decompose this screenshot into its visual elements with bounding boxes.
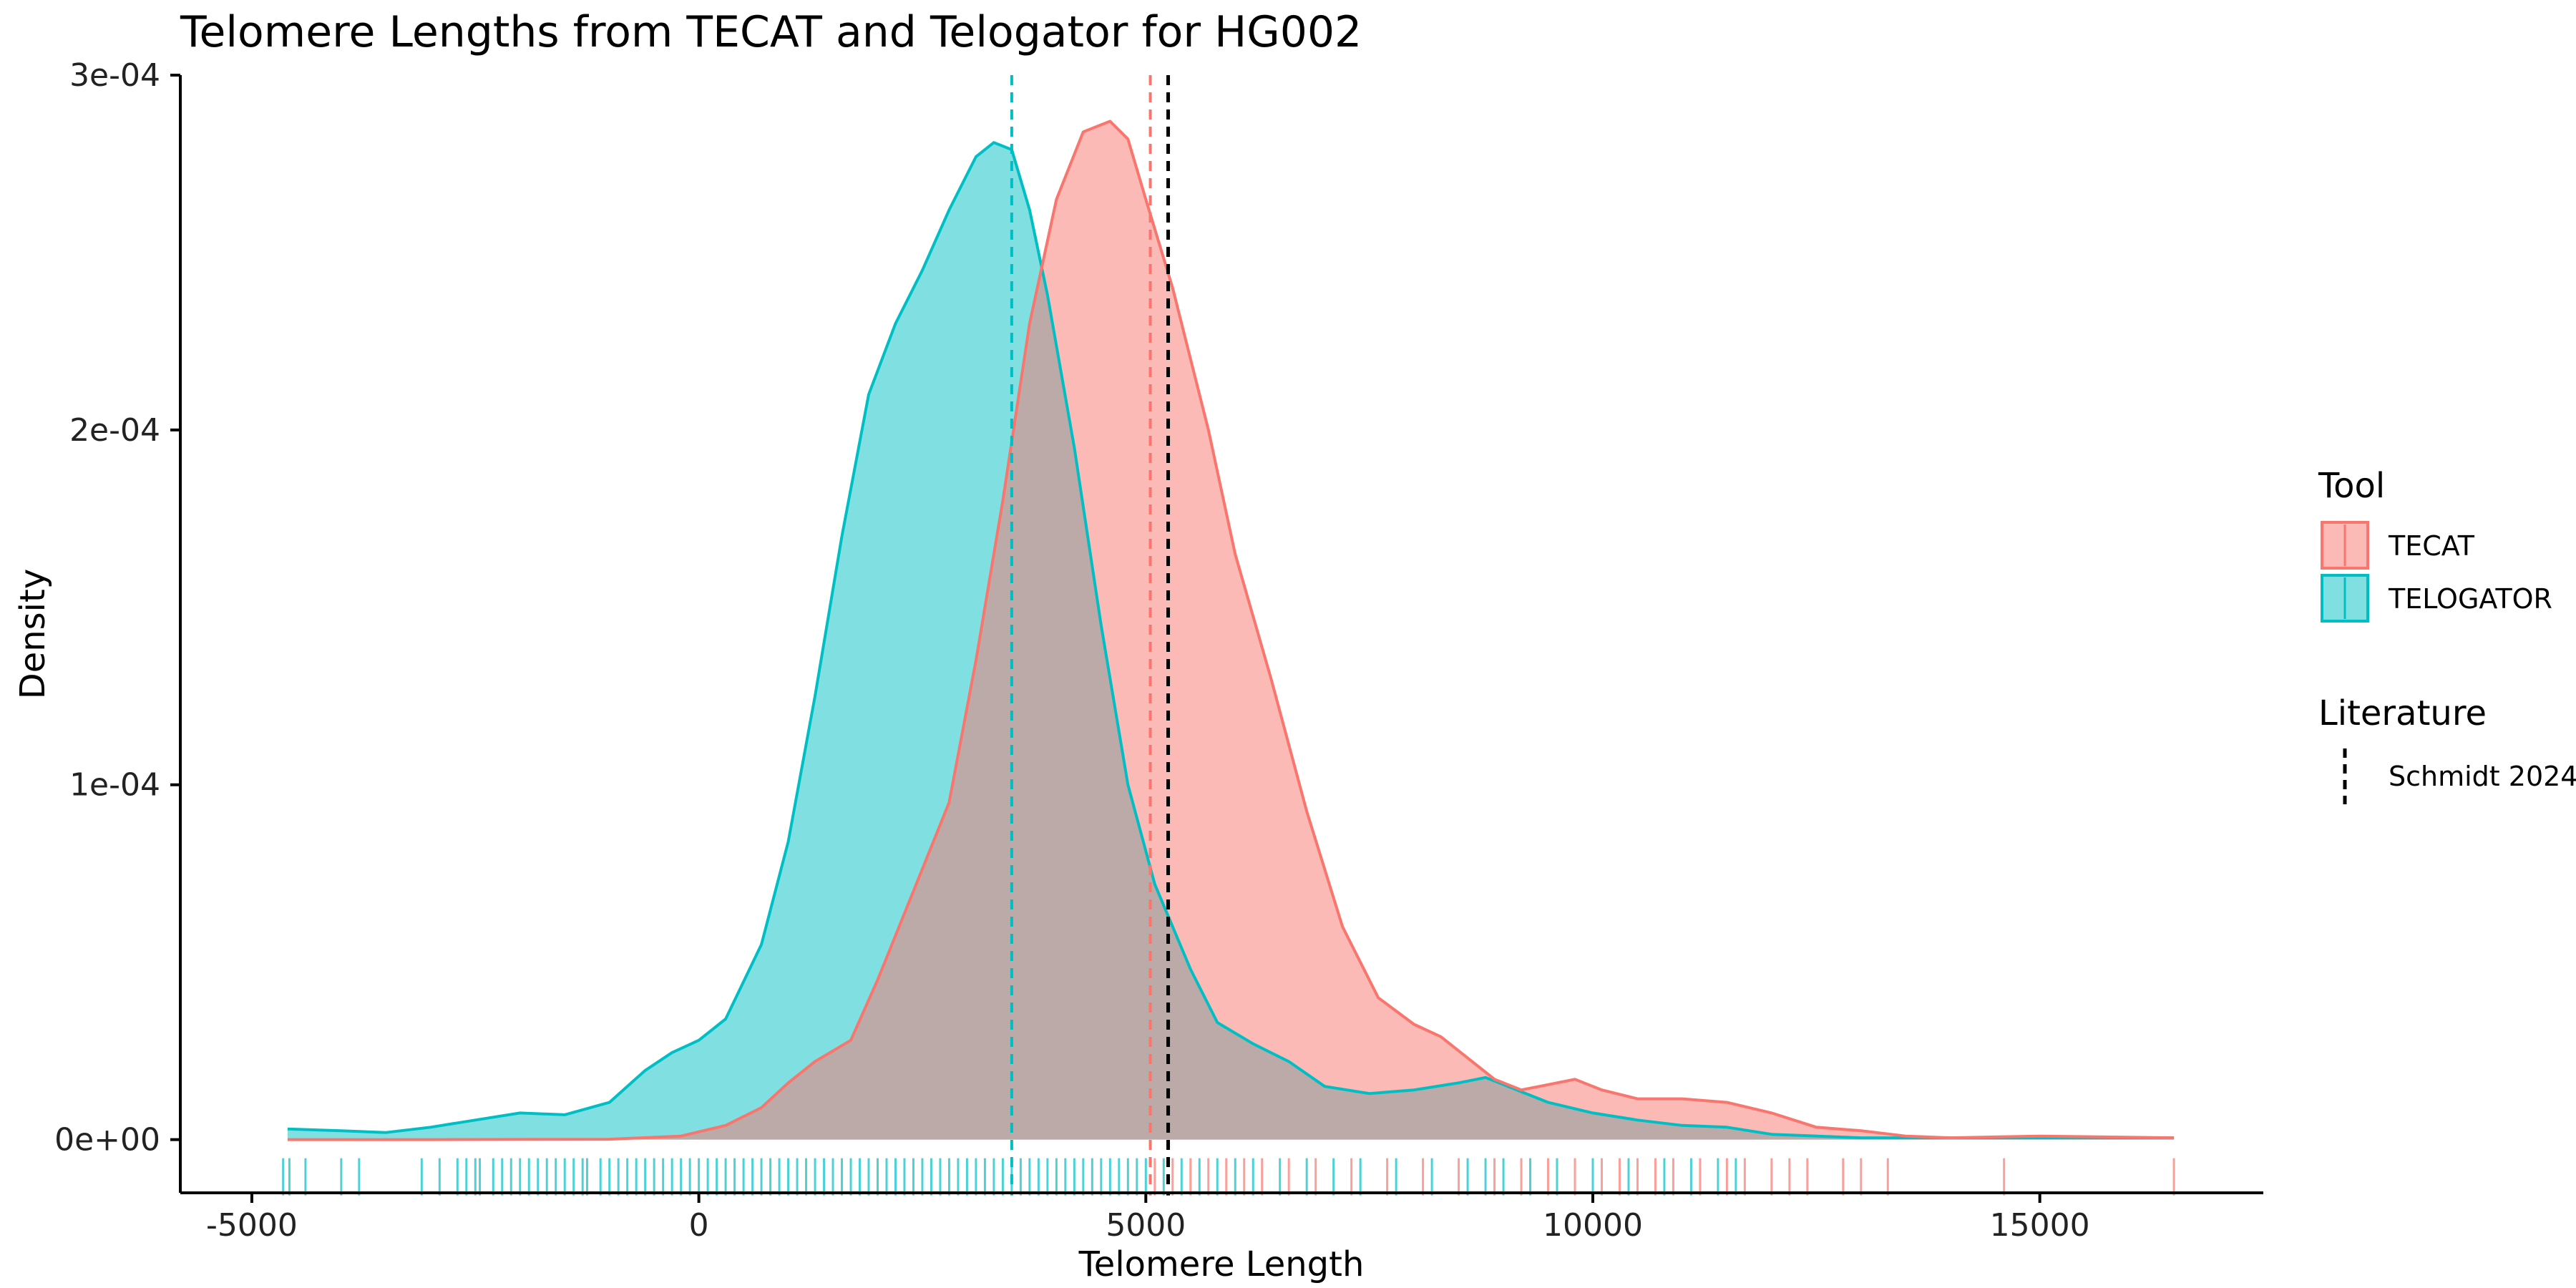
legend-label-tecat: TECAT xyxy=(2388,530,2475,562)
density-line-telogator xyxy=(287,141,2175,1140)
legend: Tool TECAT TELOGATOR Literature Schmidt … xyxy=(2318,466,2576,804)
y-axis-title: Density xyxy=(13,569,53,699)
legend-key-tecat: TECAT xyxy=(2321,521,2475,570)
x-tick-label: 10000 xyxy=(1543,1207,1643,1244)
x-axis-title: Telomere Length xyxy=(1078,1244,1365,1284)
y-tick-label: 1e-04 xyxy=(69,767,160,804)
y-axis-ticks: 0e+00 1e-04 2e-04 3e-04 xyxy=(54,57,180,1158)
y-tick-label: 0e+00 xyxy=(54,1122,160,1158)
density-area-tecat xyxy=(287,121,2175,1140)
legend-label-telogator: TELOGATOR xyxy=(2388,583,2552,615)
x-axis-ticks: -5000 0 5000 10000 15000 xyxy=(206,1193,2090,1244)
x-tick-label: 0 xyxy=(689,1207,709,1244)
y-tick-label: 2e-04 xyxy=(69,412,160,449)
x-tick-label: 5000 xyxy=(1106,1207,1186,1244)
chart-title: Telomere Lengths from TECAT and Telogato… xyxy=(180,7,1362,57)
legend-label-schmidt-2024: Schmidt 2024 xyxy=(2389,761,2576,792)
legend-title-tool: Tool xyxy=(2318,466,2385,506)
legend-title-literature: Literature xyxy=(2318,693,2487,733)
density-line-tecat xyxy=(287,119,2175,1141)
x-tick-label: 15000 xyxy=(1990,1207,2090,1244)
legend-key-schmidt-2024: Schmidt 2024 xyxy=(2343,748,2576,804)
x-tick-label: -5000 xyxy=(206,1207,298,1244)
plot-area xyxy=(282,75,2175,1196)
y-tick-label: 3e-04 xyxy=(69,57,160,94)
legend-key-telogator: TELOGATOR xyxy=(2321,574,2552,623)
